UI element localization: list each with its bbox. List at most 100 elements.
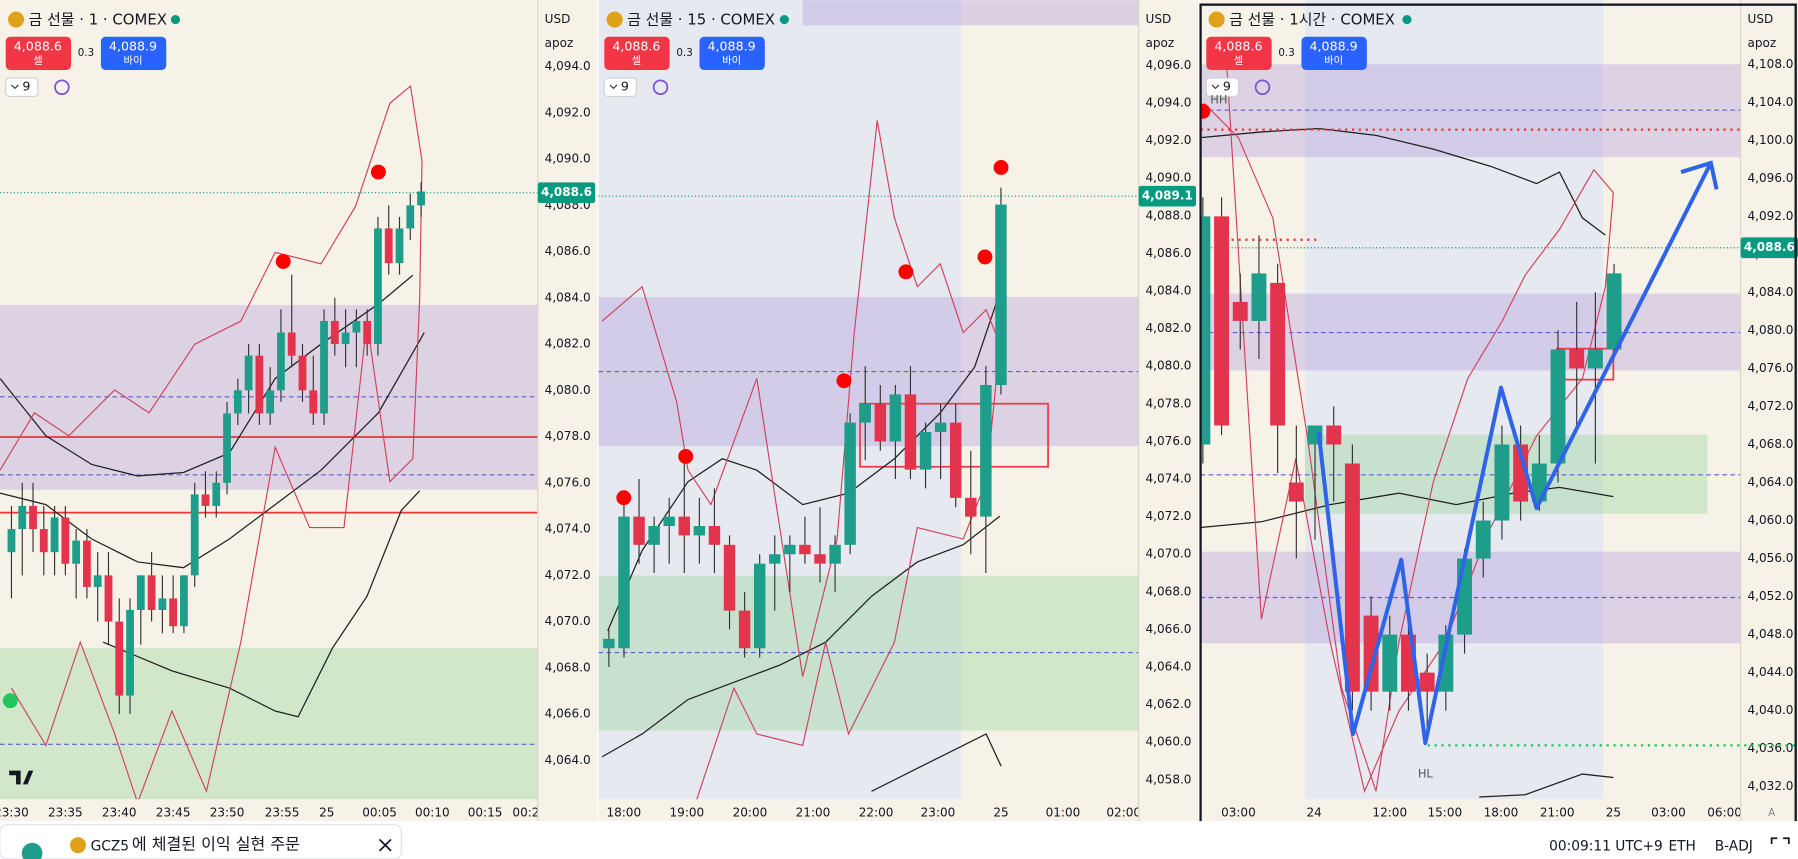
candle-body	[814, 554, 826, 564]
price-tick-label: 4,094.0	[1146, 96, 1192, 110]
candle-body	[158, 598, 167, 611]
price-tag	[537, 182, 596, 204]
sync-icon[interactable]	[652, 79, 669, 95]
candle-body	[93, 575, 102, 587]
candle-body	[618, 516, 630, 649]
signal-dot	[275, 254, 291, 269]
close-button[interactable]	[378, 838, 392, 852]
time-label: 23:30	[0, 806, 29, 820]
buy-button[interactable]	[100, 36, 167, 71]
symbol-icon	[606, 11, 623, 28]
symbol-title[interactable]: 금 선물 · 1시간 · COMEX	[1229, 11, 1395, 29]
candle-body	[363, 320, 372, 345]
indicator-toggle[interactable]	[1205, 77, 1239, 97]
time-label: 15:00	[1427, 806, 1462, 820]
zone	[802, 0, 1139, 26]
adjustment[interactable]: B-ADJ	[1715, 838, 1753, 854]
candle-body	[738, 610, 751, 649]
status-dot	[779, 14, 789, 25]
candle-body	[39, 529, 48, 553]
symbol-title[interactable]: 금 선물 · 1 · COMEX	[29, 11, 167, 29]
currency[interactable]: USD	[1748, 12, 1774, 26]
sync-icon[interactable]	[54, 79, 70, 95]
price-axis	[537, 0, 598, 822]
buy-label: 바이	[1324, 55, 1343, 67]
time-axis	[1200, 799, 1741, 822]
price-tick-label: 4,086.0	[1146, 246, 1192, 260]
symbol-icon	[8, 11, 25, 28]
price-tick-label: 4,072.0	[1748, 399, 1794, 413]
symbol-icon	[1208, 11, 1225, 28]
sync-icon[interactable]	[1254, 79, 1271, 95]
zone	[0, 647, 538, 800]
time-label: 02:00	[1106, 806, 1141, 820]
candle-body	[965, 497, 977, 517]
price-tick-label: 4,088.0	[1146, 208, 1192, 222]
time-label: 23:55	[265, 806, 300, 820]
symbol-title[interactable]: 금 선물 · 15 · COMEX	[627, 11, 775, 29]
candle-body	[1326, 425, 1342, 445]
price-tick-label: 4,032.0	[1748, 779, 1794, 793]
session[interactable]: ETH	[1668, 838, 1695, 854]
notification-icon	[21, 842, 43, 859]
indicator-toggle[interactable]	[5, 77, 39, 97]
candle-body	[180, 575, 188, 627]
price-axis	[1740, 0, 1798, 822]
signal-dot	[977, 249, 993, 265]
candle-body	[949, 422, 962, 498]
candle-body	[147, 575, 156, 611]
candle-body	[889, 394, 902, 442]
time-label: 00:05	[362, 806, 397, 820]
scale-mode[interactable]: apoz	[545, 36, 574, 50]
signal-dot	[1200, 103, 1211, 119]
price-tick-label: 4,094.0	[545, 59, 591, 73]
price-tick-label: 4,072.0	[545, 568, 591, 582]
candle-body	[233, 390, 242, 414]
price-tick-label: 4,064.0	[1748, 475, 1794, 489]
time-label: 23:35	[48, 806, 83, 820]
notification-symbol: GCZ5	[91, 838, 129, 854]
arrow-head	[1680, 160, 1719, 190]
scale-corner: A	[1768, 807, 1775, 819]
price-tick-label: 4,070.0	[545, 614, 591, 628]
sell-button[interactable]	[5, 36, 72, 71]
scale-mode[interactable]: apoz	[1146, 36, 1175, 50]
status-dot	[170, 14, 181, 25]
candle-body	[277, 332, 285, 391]
candle-body	[1382, 634, 1398, 692]
expand-icon[interactable]	[1770, 837, 1790, 845]
candle-body	[83, 540, 91, 587]
time-label: 25	[1606, 806, 1621, 820]
candle-body	[126, 610, 134, 696]
candle-body	[934, 422, 947, 433]
time-label: 12:00	[1372, 806, 1407, 820]
price-tick-label: 4,074.0	[545, 522, 591, 536]
price-tick-label: 4,036.0	[1748, 741, 1794, 755]
time-label: 23:00	[921, 806, 956, 820]
candle-body	[266, 390, 275, 414]
signal-dot	[370, 164, 386, 180]
sell-button[interactable]	[604, 36, 670, 71]
time-label: 22:00	[859, 806, 894, 820]
price-tick-label: 4,078.0	[545, 429, 591, 443]
price-tick-label: 4,100.0	[1748, 133, 1794, 147]
sell-button[interactable]	[1206, 36, 1272, 71]
candle-body	[72, 540, 81, 564]
buy-button[interactable]	[699, 36, 765, 71]
candle-body	[1419, 672, 1435, 692]
scale-mode[interactable]: apoz	[1748, 36, 1777, 50]
candle-body	[1344, 463, 1360, 692]
candle-body	[1513, 444, 1529, 502]
candle-body	[320, 320, 328, 414]
currency[interactable]: USD	[1146, 12, 1172, 26]
signal-dot	[2, 693, 18, 709]
price-tag-text: 4,088.6	[541, 185, 592, 199]
price-tick-label: 4,064.0	[1146, 660, 1192, 674]
buy-button[interactable]	[1301, 36, 1367, 71]
currency[interactable]: USD	[545, 12, 571, 26]
candle-body	[723, 544, 736, 611]
candle-body	[223, 413, 231, 483]
candle-body	[784, 544, 796, 555]
indicator-toggle[interactable]	[603, 77, 637, 97]
candle-body	[1569, 349, 1585, 369]
